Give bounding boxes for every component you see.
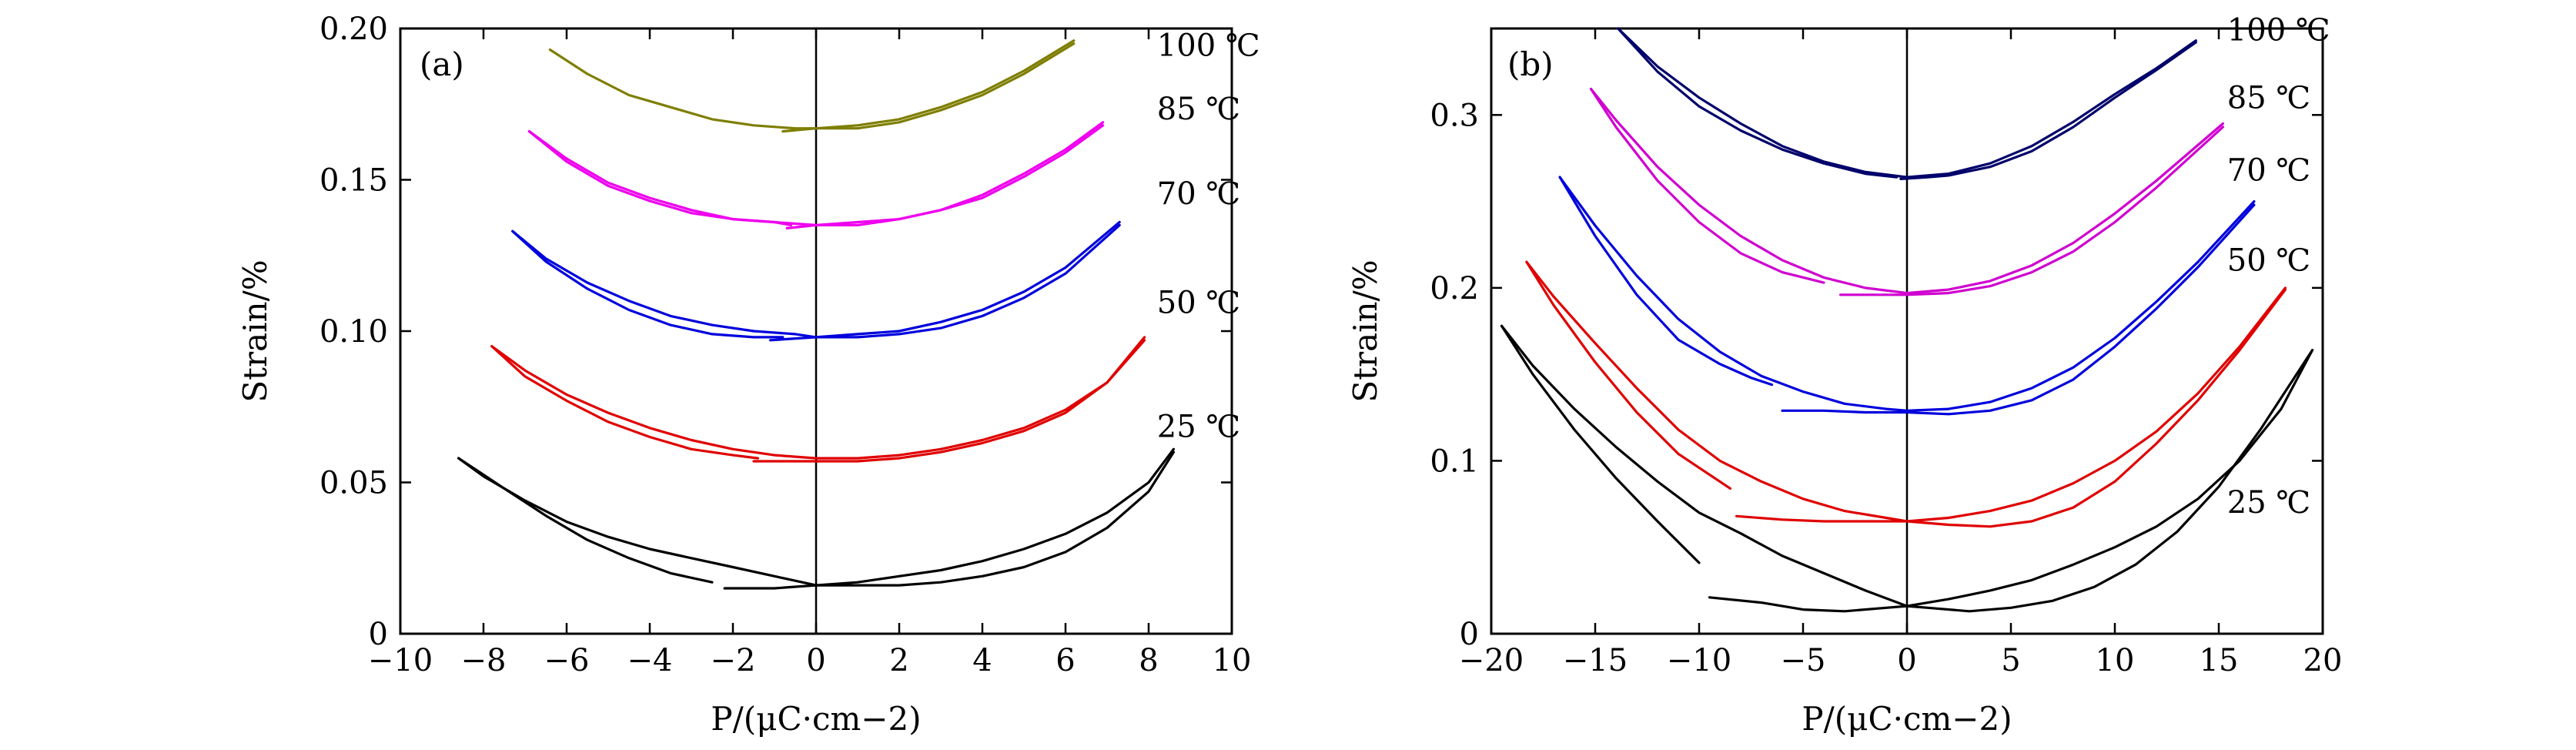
panel-a-series-2-branch-1 (511, 229, 785, 339)
panel-a-x-tick-label-4: −2 (711, 643, 756, 678)
panel-a-y-tick-label-3: 0.15 (319, 163, 388, 199)
panel-a-series-1-branch-2 (752, 339, 1146, 463)
panel-b-series-label-0: 25 ℃ (2227, 485, 2310, 521)
panel-a-series-1-branch-0 (490, 336, 1146, 460)
panel-b-series-2-branch-0 (1558, 176, 2256, 412)
panel-a-series-3-branch-1 (527, 130, 793, 226)
panel-a-y-tick-label-2: 0.10 (319, 314, 388, 350)
panel-b-series-2-branch-2 (1781, 203, 2256, 416)
panel-a-series-2-branch-2 (769, 223, 1121, 342)
panel-b-x-tick-label-1: −15 (1563, 643, 1628, 678)
panel-a-series-1-branch-1 (490, 345, 759, 460)
panel-b: 25 ℃ 50 ℃ 70 ℃ 85 ℃ 100 ℃ −20 −15 −10 −5 0 5 10 15 2… (1347, 13, 2342, 738)
panel-a-data-layer: 25 ℃ 50 ℃ 70 ℃ 85 ℃ 100 ℃ (457, 28, 1260, 634)
panel-a-y-tick-label-4: 0.20 (319, 12, 388, 47)
panel-b-x-axis-title: P/(μC·cm−2) (1802, 700, 2012, 738)
panel-a: 25 ℃ 50 ℃ 70 ℃ 85 ℃ 100 ℃ −10 −8 −6 −4 −2 0 2 4 6 8 10… (236, 12, 1260, 738)
panel-b-series-1-branch-1 (1525, 260, 1732, 490)
panel-a-series-label-3: 85 ℃ (1157, 92, 1240, 127)
panel-b-series-3-branch-2 (1839, 126, 2224, 296)
panel-b-series-1-branch-0 (1525, 260, 2287, 523)
panel-a-x-tick-label-3: −4 (627, 643, 673, 678)
panel-a-label: (a) (420, 45, 464, 83)
panel-a-x-tick-label-8: 6 (1055, 643, 1075, 678)
panel-b-y-tick-label-2: 0.2 (1430, 271, 1479, 306)
panel-a-x-tick-label-6: 2 (889, 643, 908, 678)
panel-b-series-label-2: 70 ℃ (2227, 153, 2310, 189)
panel-a-x-tick-label-9: 8 (1139, 643, 1158, 678)
panel-b-series-label-4: 100 ℃ (2227, 13, 2330, 49)
panel-b-series-0-branch-2 (1708, 349, 2314, 613)
panel-a-x-tick-label-5: 0 (806, 643, 825, 678)
panel-b-y-tick-label-3: 0.3 (1430, 98, 1479, 133)
panel-a-series-3-branch-2 (785, 124, 1105, 229)
panel-b-series-1-branch-2 (1735, 288, 2287, 528)
panel-b-x-tick-label-5: 5 (2001, 643, 2020, 678)
panel-a-x-tick-label-7: 4 (972, 643, 992, 678)
panel-b-series-0-branch-1 (1500, 324, 1701, 564)
panel-a-series-label-4: 100 ℃ (1157, 28, 1260, 63)
panel-a-series-4-branch-0 (548, 39, 1076, 130)
panel-b-x-tick-label-6: 10 (2096, 643, 2135, 678)
panel-a-series-0-branch-2 (723, 450, 1175, 590)
panel-b-y-tick-label-0: 0 (1460, 617, 1479, 652)
panel-b-series-3-branch-0 (1590, 88, 2224, 295)
panel-a-series-4-branch-1 (781, 42, 1076, 133)
panel-a-y-tick-label-0: 0 (369, 617, 388, 652)
panel-a-x-tick-label-2: −6 (544, 643, 590, 678)
panel-a-x-axis-title: P/(μC·cm−2) (711, 700, 921, 738)
panel-a-y-tick-label-1: 0.05 (319, 466, 388, 501)
panel-a-series-label-0: 25 ℃ (1157, 410, 1240, 445)
panel-a-series-label-2: 70 ℃ (1157, 176, 1240, 212)
panel-b-series-3-branch-1 (1590, 88, 1825, 284)
panel-b-x-tick-label-3: −5 (1781, 643, 1826, 678)
panel-b-series-4-branch-0 (1617, 27, 2197, 179)
panel-a-x-tick-label-0: −10 (368, 643, 433, 678)
panel-b-x-tick-label-2: −10 (1667, 643, 1731, 678)
panel-a-y-axis-title: Strain/% (236, 259, 274, 402)
panel-b-data-layer: 25 ℃ 50 ℃ 70 ℃ 85 ℃ 100 ℃ (1500, 13, 2330, 634)
panel-b-x-tick-label-7: 15 (2200, 643, 2239, 678)
panel-b-x-tick-label-0: −20 (1459, 643, 1524, 678)
panel-a-axes-layer: −10 −8 −6 −4 −2 0 2 4 6 8 10 0 0.05 0.10 0.15 0.20 (319, 12, 1252, 678)
panel-b-axes-layer: −20 −15 −10 −5 0 5 10 15 20 0 0.1 0.2 0.3 (1430, 28, 2342, 678)
panel-a-series-0-branch-1 (457, 457, 714, 584)
panel-b-series-label-1: 50 ℃ (2227, 243, 2310, 278)
panel-a-x-tick-label-1: −8 (461, 643, 507, 678)
panel-b-series-2-branch-1 (1558, 176, 1774, 387)
panel-b-series-label-3: 85 ℃ (2227, 80, 2310, 116)
panel-b-y-axis-title: Strain/% (1347, 259, 1384, 402)
panel-a-x-tick-label-10: 10 (1213, 643, 1252, 678)
panel-b-series-4-branch-2 (1899, 41, 2197, 180)
panel-a-series-label-1: 50 ℃ (1157, 285, 1240, 320)
panel-b-x-tick-label-4: 0 (1897, 643, 1916, 678)
panel-b-x-tick-label-8: 20 (2303, 643, 2343, 678)
panel-a-series-2-branch-0 (511, 220, 1121, 339)
panel-b-y-tick-label-1: 0.1 (1430, 444, 1479, 479)
panel-b-series-4-branch-1 (1617, 27, 1899, 179)
panel-b-label: (b) (1507, 45, 1554, 83)
